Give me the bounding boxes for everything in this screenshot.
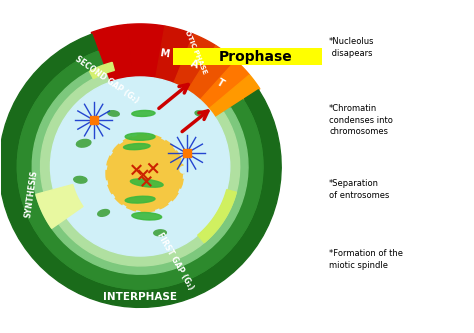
Text: *Formation of the
miotic spindle: *Formation of the miotic spindle [329,249,403,270]
Polygon shape [18,51,263,289]
Ellipse shape [107,135,183,211]
Polygon shape [140,61,249,166]
Ellipse shape [132,212,162,220]
Ellipse shape [98,129,106,137]
Text: A: A [189,59,200,71]
Polygon shape [140,26,193,166]
Polygon shape [91,24,140,166]
Ellipse shape [76,140,91,147]
Text: INTERPHASE: INTERPHASE [103,292,177,302]
Text: *Nucleolus
 disapears: *Nucleolus disapears [329,37,374,58]
Polygon shape [36,184,83,228]
Ellipse shape [125,133,155,140]
Polygon shape [128,24,165,166]
Polygon shape [90,62,114,79]
Ellipse shape [108,111,119,116]
Polygon shape [32,65,248,274]
Ellipse shape [50,77,230,256]
Text: SYNTHESIS: SYNTHESIS [24,170,39,219]
Polygon shape [140,34,216,166]
Ellipse shape [50,77,230,256]
Ellipse shape [154,230,166,236]
Ellipse shape [130,179,163,187]
Text: T: T [215,78,226,90]
Ellipse shape [98,209,109,216]
FancyBboxPatch shape [90,116,98,124]
Ellipse shape [124,144,150,150]
FancyBboxPatch shape [173,48,322,65]
Ellipse shape [0,27,280,306]
Ellipse shape [74,176,87,183]
Text: Prophase: Prophase [218,50,292,64]
Polygon shape [198,190,237,243]
Text: MITOTIC PHASE: MITOTIC PHASE [178,16,207,75]
Ellipse shape [32,59,248,274]
Ellipse shape [17,44,263,289]
Text: M: M [159,48,170,59]
Text: *Separation
of entrosomes: *Separation of entrosomes [329,179,390,200]
Polygon shape [41,73,240,266]
Ellipse shape [40,67,240,266]
Text: SECOND GAP (G₂): SECOND GAP (G₂) [73,55,140,106]
Ellipse shape [125,196,155,203]
Polygon shape [140,46,236,166]
Ellipse shape [132,111,155,117]
Polygon shape [140,75,260,166]
Ellipse shape [195,111,205,116]
Text: FIRST GAP (G₁): FIRST GAP (G₁) [155,231,195,291]
FancyBboxPatch shape [182,149,191,157]
Text: *Chromatin
condenses into
chromosomes: *Chromatin condenses into chromosomes [329,104,393,137]
Polygon shape [0,34,281,307]
Ellipse shape [180,166,187,173]
